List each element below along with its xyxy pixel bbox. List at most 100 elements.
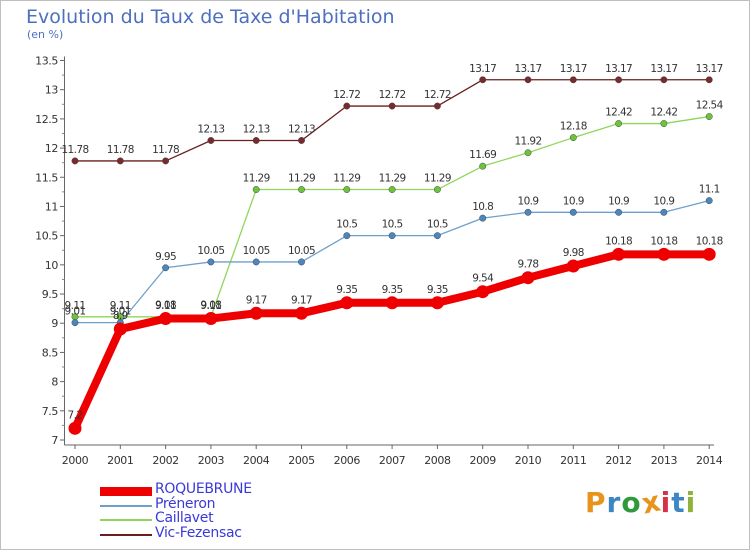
data-label: 12.42 <box>650 107 677 119</box>
y-tick-label: 10.5 <box>35 230 58 243</box>
data-point <box>249 306 263 320</box>
y-tick-label: 11.5 <box>35 171 58 184</box>
data-point <box>615 76 623 84</box>
x-tick-label: 2006 <box>334 454 361 467</box>
data-label: 9.11 <box>200 300 221 312</box>
x-tick-label: 2007 <box>379 454 406 467</box>
legend-label: ROQUEBRUNE <box>155 481 252 497</box>
y-tick-label: 9.5 <box>42 288 59 301</box>
data-label: 9.01 <box>65 306 86 318</box>
data-label: 10.05 <box>197 245 224 257</box>
x-tick-label: 2005 <box>288 454 315 467</box>
data-label: 11.69 <box>469 149 496 161</box>
series-line-roquebrune <box>71 250 714 433</box>
data-point <box>116 157 124 165</box>
data-point <box>298 258 305 266</box>
y-tick-label: 7 <box>51 434 58 447</box>
data-label: 9.95 <box>155 251 176 263</box>
data-label: 9.98 <box>563 247 584 259</box>
data-point <box>295 306 308 320</box>
data-point <box>430 296 444 310</box>
data-point <box>162 264 170 272</box>
y-tick-label: 8 <box>51 376 58 389</box>
data-label: 9.01 <box>110 306 131 318</box>
data-point <box>660 208 668 216</box>
y-tick-label: 12 <box>45 142 58 155</box>
legend-swatch <box>100 519 152 522</box>
data-label: 13.17 <box>469 63 496 75</box>
data-point <box>68 421 82 435</box>
data-point <box>569 76 577 84</box>
data-label: 9.08 <box>200 300 221 312</box>
data-label: 11.29 <box>424 173 451 185</box>
x-tick-label: 2003 <box>198 454 225 467</box>
data-point <box>521 271 535 285</box>
data-point <box>207 258 215 266</box>
data-label: 11.29 <box>243 173 270 185</box>
data-label: 11.78 <box>107 144 134 156</box>
data-point <box>343 186 351 193</box>
data-label: 13.17 <box>560 63 587 75</box>
x-tick-label: 2004 <box>243 454 270 467</box>
data-label: 11.78 <box>152 144 179 156</box>
data-label: 9.35 <box>336 284 357 296</box>
y-tick-label: 7.5 <box>42 405 59 418</box>
y-tick-label: 11 <box>45 200 58 213</box>
x-tick-label: 2008 <box>424 454 451 467</box>
x-tick-label: 2002 <box>152 454 178 467</box>
data-label: 10.9 <box>563 195 584 207</box>
data-label: 10.18 <box>650 235 677 247</box>
data-label: 13.17 <box>696 63 723 75</box>
data-label: 11.29 <box>379 173 406 185</box>
chart-title: Evolution du Taux de Taxe d'Habitation <box>26 6 395 28</box>
data-label: 13.17 <box>514 63 541 75</box>
x-tick-label: 2000 <box>62 454 89 467</box>
data-point <box>476 285 490 299</box>
data-point <box>159 312 173 326</box>
data-point <box>343 102 351 110</box>
data-label: 10.5 <box>336 219 357 231</box>
data-label: 10.18 <box>696 235 723 247</box>
x-tick-label: 2001 <box>107 454 133 467</box>
data-label: 9.17 <box>246 294 267 306</box>
data-label: 12.13 <box>288 123 315 135</box>
data-point <box>252 186 260 193</box>
data-point <box>705 197 713 205</box>
data-point <box>388 232 396 240</box>
data-point <box>433 186 441 193</box>
data-label: 9.35 <box>382 284 403 296</box>
data-label: 11.78 <box>61 144 88 156</box>
data-label: 10.9 <box>608 195 629 207</box>
data-point <box>660 120 668 128</box>
data-point <box>113 322 127 336</box>
data-label: 12.42 <box>605 107 632 119</box>
data-point <box>388 186 396 193</box>
data-point <box>385 296 399 310</box>
legend-label: Vic-Fezensac <box>155 525 242 542</box>
y-tick-label: 13.5 <box>35 55 58 68</box>
data-label: 11.1 <box>699 184 720 196</box>
data-point <box>433 102 441 110</box>
data-label: 12.18 <box>560 121 587 133</box>
logo-letter: o <box>621 486 642 519</box>
data-label: 9.54 <box>472 273 494 285</box>
y-tick-label: 10 <box>45 259 59 272</box>
data-label: 13.17 <box>650 63 677 75</box>
legend-swatch <box>100 486 152 496</box>
data-label: 10.9 <box>518 195 539 207</box>
data-point <box>252 137 260 144</box>
data-point <box>660 76 668 84</box>
data-point <box>569 208 577 216</box>
y-tick-label: 9 <box>51 317 58 330</box>
data-label: 10.5 <box>427 219 448 231</box>
data-label: 9.78 <box>518 259 539 271</box>
y-tick-label: 12.5 <box>35 113 58 126</box>
data-point <box>433 232 441 240</box>
data-label: 11.29 <box>288 173 315 185</box>
data-point <box>615 120 623 128</box>
data-label: 12.13 <box>197 123 224 135</box>
data-label: 9.11 <box>110 300 131 312</box>
data-point <box>479 214 487 222</box>
data-point <box>524 149 532 157</box>
